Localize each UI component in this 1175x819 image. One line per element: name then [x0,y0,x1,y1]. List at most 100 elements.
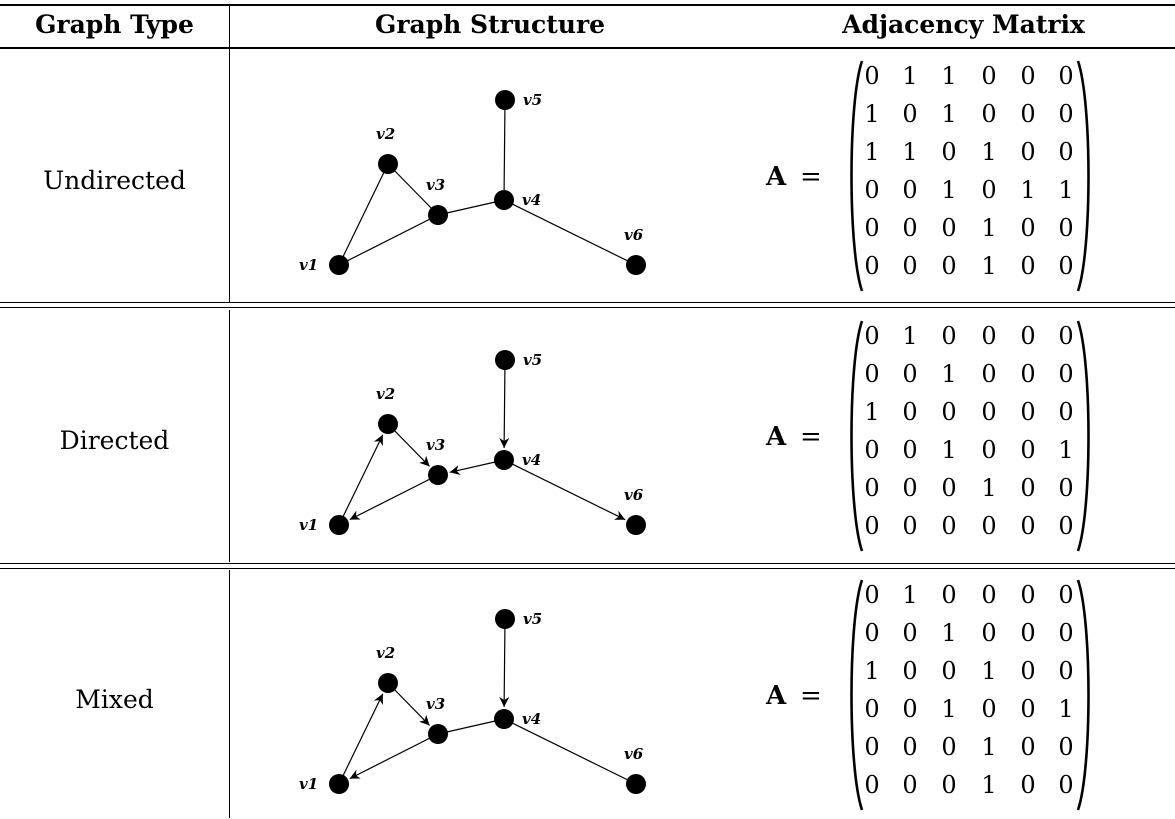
matrix-right-bracket [1076,320,1090,552]
matrix-left-bracket [850,60,864,292]
matrix-cell: 0 [864,322,879,350]
matrix-cell: 0 [981,176,996,204]
matrix-cell: 0 [1058,771,1073,799]
node-v3 [428,205,448,225]
matrix-cell: 1 [1020,176,1035,204]
matrix-cell: 0 [1058,100,1073,128]
row-3-matrix: A =0 1 0 0 0 00 0 1 0 0 01 0 0 1 0 00 0 1 0 0 10 0 0 1 0 00 0 0 1 0 0 [765,579,1090,811]
row-2-type-label: Directed [59,426,170,455]
matrix-cell: 1 [864,100,879,128]
matrix-cell: 1 [902,138,917,166]
edge-v3-v1 [349,733,439,780]
node-v6 [626,774,646,794]
matrix-cell: 0 [1020,252,1035,280]
matrix-cell: 0 [864,619,879,647]
matrix-cell: 1 [902,322,917,350]
matrix-cell: 0 [1058,474,1073,502]
header-graph-type: Graph Type [35,10,194,39]
matrix-cell: 0 [902,619,917,647]
matrix-cell: 0 [1020,474,1035,502]
matrix-cell: 1 [981,252,996,280]
row-1-graph: v1 v2 v3 v4 v5 v6 [299,90,646,275]
header-column-separator [229,4,230,48]
matrix-cell: 0 [941,252,956,280]
edge-v4-v6 [503,459,626,521]
matrix-cell: 0 [1020,771,1035,799]
matrix-cell: 0 [1020,360,1035,388]
matrix-equals: = [800,681,822,711]
node-v6 [626,515,646,535]
matrix-cell: 0 [941,771,956,799]
matrix-cell: 0 [1020,436,1035,464]
matrix-equals: = [800,162,822,192]
matrix-cell: 0 [1058,214,1073,242]
matrix-cell: 1 [902,62,917,90]
matrix-cell: 1 [1058,436,1073,464]
matrix-cell: 0 [902,100,917,128]
node-label-v5: v5 [523,610,542,628]
node-v1 [329,774,349,794]
matrix-cell: 0 [981,619,996,647]
matrix-cell: 0 [902,695,917,723]
matrix-cell: 0 [864,733,879,761]
matrix-cell: 1 [981,733,996,761]
matrix-cell: 0 [1058,581,1073,609]
matrix-cell: 0 [1020,138,1035,166]
matrix-cell: 1 [941,695,956,723]
matrix-cell: 0 [941,398,956,426]
matrix-cell: 0 [864,214,879,242]
matrix-cell: 0 [941,322,956,350]
matrix-cell: 0 [1058,398,1073,426]
matrix-symbol: A [765,162,787,192]
matrix-cell: 0 [902,360,917,388]
matrix-cell: 1 [981,138,996,166]
matrix-cell: 0 [1020,619,1035,647]
matrix-cell: 0 [864,474,879,502]
matrix-cell: 0 [1020,695,1035,723]
matrix-cell: 0 [1020,398,1035,426]
matrix-cell: 1 [902,581,917,609]
node-v4 [494,709,514,729]
matrix-cell: 0 [981,512,996,540]
matrix-cell: 1 [1058,176,1073,204]
header-adjacency-matrix: Adjacency Matrix [842,10,1085,39]
node-label-v2: v2 [376,644,395,662]
edge-v3-v4 [437,199,505,216]
row-3-type-label: Mixed [75,685,154,714]
matrix-cell: 0 [902,252,917,280]
edge-v3-v4 [437,718,505,735]
matrix-cell: 0 [1058,322,1073,350]
matrix-cell: 0 [864,581,879,609]
matrix-cell: 1 [941,436,956,464]
edge-v5-v4 [499,359,510,449]
matrix-symbol: A [765,681,787,711]
node-label-v3: v3 [426,436,445,454]
matrix-cell: 0 [981,360,996,388]
matrix-cell: 0 [864,436,879,464]
node-v3 [428,465,448,485]
row-1-type-label: Undirected [43,166,186,195]
matrix-cell: 1 [864,138,879,166]
node-label-v3: v3 [426,695,445,713]
node-label-v2: v2 [376,385,395,403]
matrix-cell: 0 [1020,733,1035,761]
matrix-cell: 0 [902,512,917,540]
matrix-cell: 1 [941,360,956,388]
node-v3 [428,724,448,744]
matrix-cell: 0 [1058,619,1073,647]
matrix-cell: 0 [1020,322,1035,350]
node-label-v6: v6 [624,486,644,504]
node-label-v3: v3 [426,176,445,194]
matrix-left-bracket [850,579,864,811]
matrix-cell: 0 [1058,138,1073,166]
matrix-cell: 0 [1058,360,1073,388]
header-graph-structure: Graph Structure [374,10,606,39]
matrix-cell: 0 [864,62,879,90]
node-label-v2: v2 [376,125,395,143]
matrix-right-bracket [1076,579,1090,811]
row-2-graph: v1 v2 v3 v4 v5 v6 [299,350,646,535]
edge-v2-v3 [387,163,439,216]
node-label-v4: v4 [522,451,541,469]
matrix-cell: 1 [864,398,879,426]
matrix-cell: 0 [981,62,996,90]
